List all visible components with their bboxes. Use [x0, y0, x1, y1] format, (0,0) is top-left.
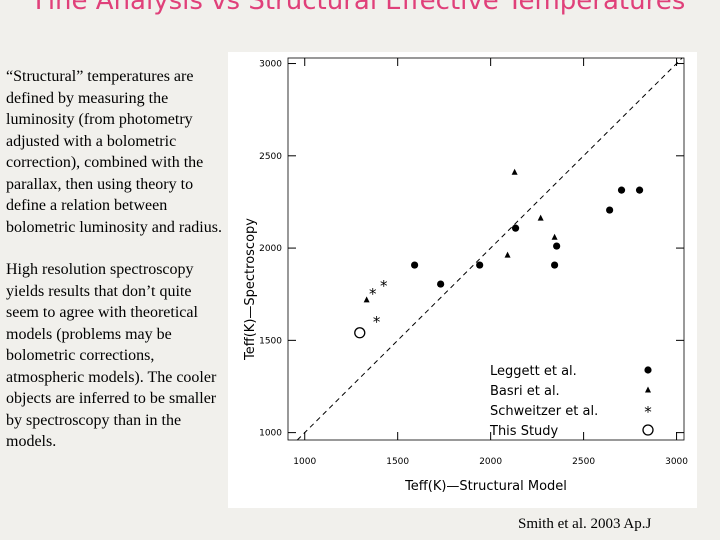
- marker-star: *: [644, 403, 652, 421]
- x-tick-label: 1500: [386, 457, 409, 467]
- paragraph: High resolution spectroscopy yields resu…: [6, 261, 217, 450]
- marker-circle: [437, 280, 445, 288]
- y-tick-label: 2000: [259, 244, 282, 254]
- chart-panel: 1000 1500 2000 2500 3000 1000 1500 2000 2500 3000…: [228, 52, 697, 508]
- marker-circle: [476, 261, 484, 269]
- x-tick-label: 3000: [665, 457, 688, 467]
- x-axis-label: Teff(K)—Structural Model: [404, 479, 567, 494]
- y-tick-label: 2500: [259, 152, 282, 162]
- marker-triangle: [363, 296, 370, 303]
- marker-circle: [411, 261, 419, 269]
- body-text: “Structural” temperatures are defined by…: [6, 66, 228, 474]
- y-tick-label: 1000: [259, 429, 282, 439]
- paragraph: “Structural” temperatures are defined by…: [6, 68, 222, 236]
- legend-label: Basri et al.: [490, 384, 560, 399]
- reference-line: [296, 57, 683, 441]
- marker-circle: [553, 242, 561, 250]
- marker-triangle: [551, 233, 558, 240]
- marker-star: *: [373, 313, 381, 331]
- y-tick-label: 1500: [259, 336, 282, 346]
- x-tick-label: 1000: [293, 457, 316, 467]
- legend-label: Schweitzer et al.: [490, 404, 598, 419]
- marker-circle: [511, 224, 520, 232]
- marker-open-circle: [642, 424, 654, 436]
- marker-star: *: [369, 285, 377, 303]
- y-tick-label: 3000: [259, 60, 282, 70]
- chart: 1000 1500 2000 2500 3000 1000 1500 2000 2500 3000…: [243, 57, 688, 494]
- x-tick-label: 2500: [572, 457, 595, 467]
- legend-label: This Study: [489, 424, 559, 439]
- marker-circle: [617, 186, 626, 194]
- marker-triangle: [645, 386, 651, 393]
- marker-circle: [606, 206, 614, 214]
- slide-title: Fine Analysis vs Structural Effective Te…: [34, 0, 686, 16]
- marker-star: *: [380, 277, 388, 295]
- marker-open-circle: [354, 327, 366, 339]
- legend-label: Leggett et al.: [490, 364, 577, 379]
- marker-triangle: [504, 251, 511, 258]
- plot-frame: [287, 57, 685, 441]
- marker-triangle: [537, 214, 544, 221]
- x-tick-label: 2000: [479, 457, 502, 467]
- marker-triangle: [511, 168, 518, 175]
- citation: Smith et al. 2003 Ap.J: [518, 516, 652, 532]
- marker-circle: [551, 261, 559, 269]
- marker-circle: [644, 366, 652, 374]
- y-axis-label: Teff(K)—Spectroscopy: [243, 218, 258, 361]
- marker-circle: [635, 186, 644, 194]
